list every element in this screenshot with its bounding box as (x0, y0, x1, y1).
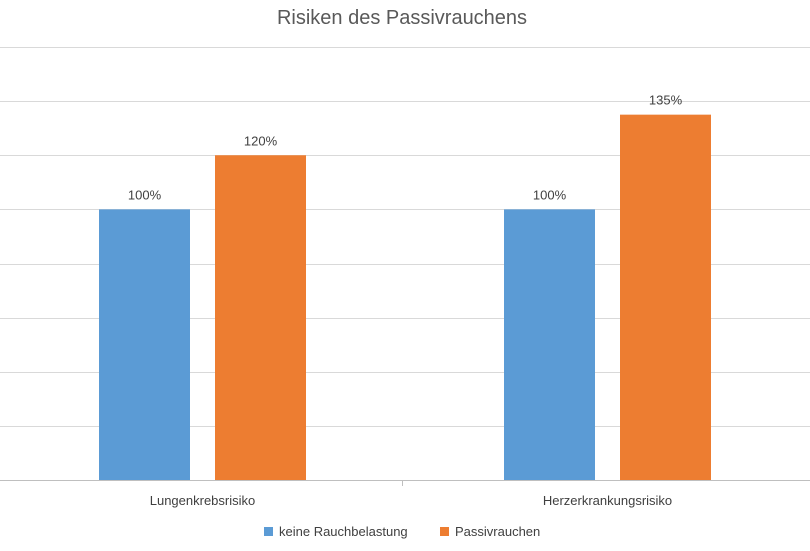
legend-label-1: Passivrauchen (455, 524, 540, 539)
legend: keine Rauchbelastung Passivrauchen (264, 524, 540, 539)
category-label-0: Lungenkrebsrisiko (150, 493, 256, 508)
data-label: 120% (244, 133, 278, 148)
bar-keine-rauchbelastung-1 (504, 209, 595, 480)
bar-keine-rauchbelastung-0 (99, 209, 190, 480)
chart-title: Risiken des Passivrauchens (277, 7, 527, 29)
legend-swatch-1 (440, 527, 449, 536)
category-label-1: Herzerkrankungsrisiko (543, 493, 672, 508)
data-label: 100% (533, 187, 567, 202)
bars (99, 114, 711, 480)
bar-passivrauchen-0 (215, 155, 306, 480)
data-label: 100% (128, 187, 162, 202)
category-labels: Lungenkrebsrisiko Herzerkrankungsrisiko (150, 493, 672, 508)
legend-swatch-0 (264, 527, 273, 536)
data-labels: 100% 120% 100% 135% (128, 93, 683, 203)
legend-label-0: keine Rauchbelastung (279, 524, 408, 539)
bar-passivrauchen-1 (620, 114, 711, 480)
data-label: 135% (649, 93, 683, 108)
